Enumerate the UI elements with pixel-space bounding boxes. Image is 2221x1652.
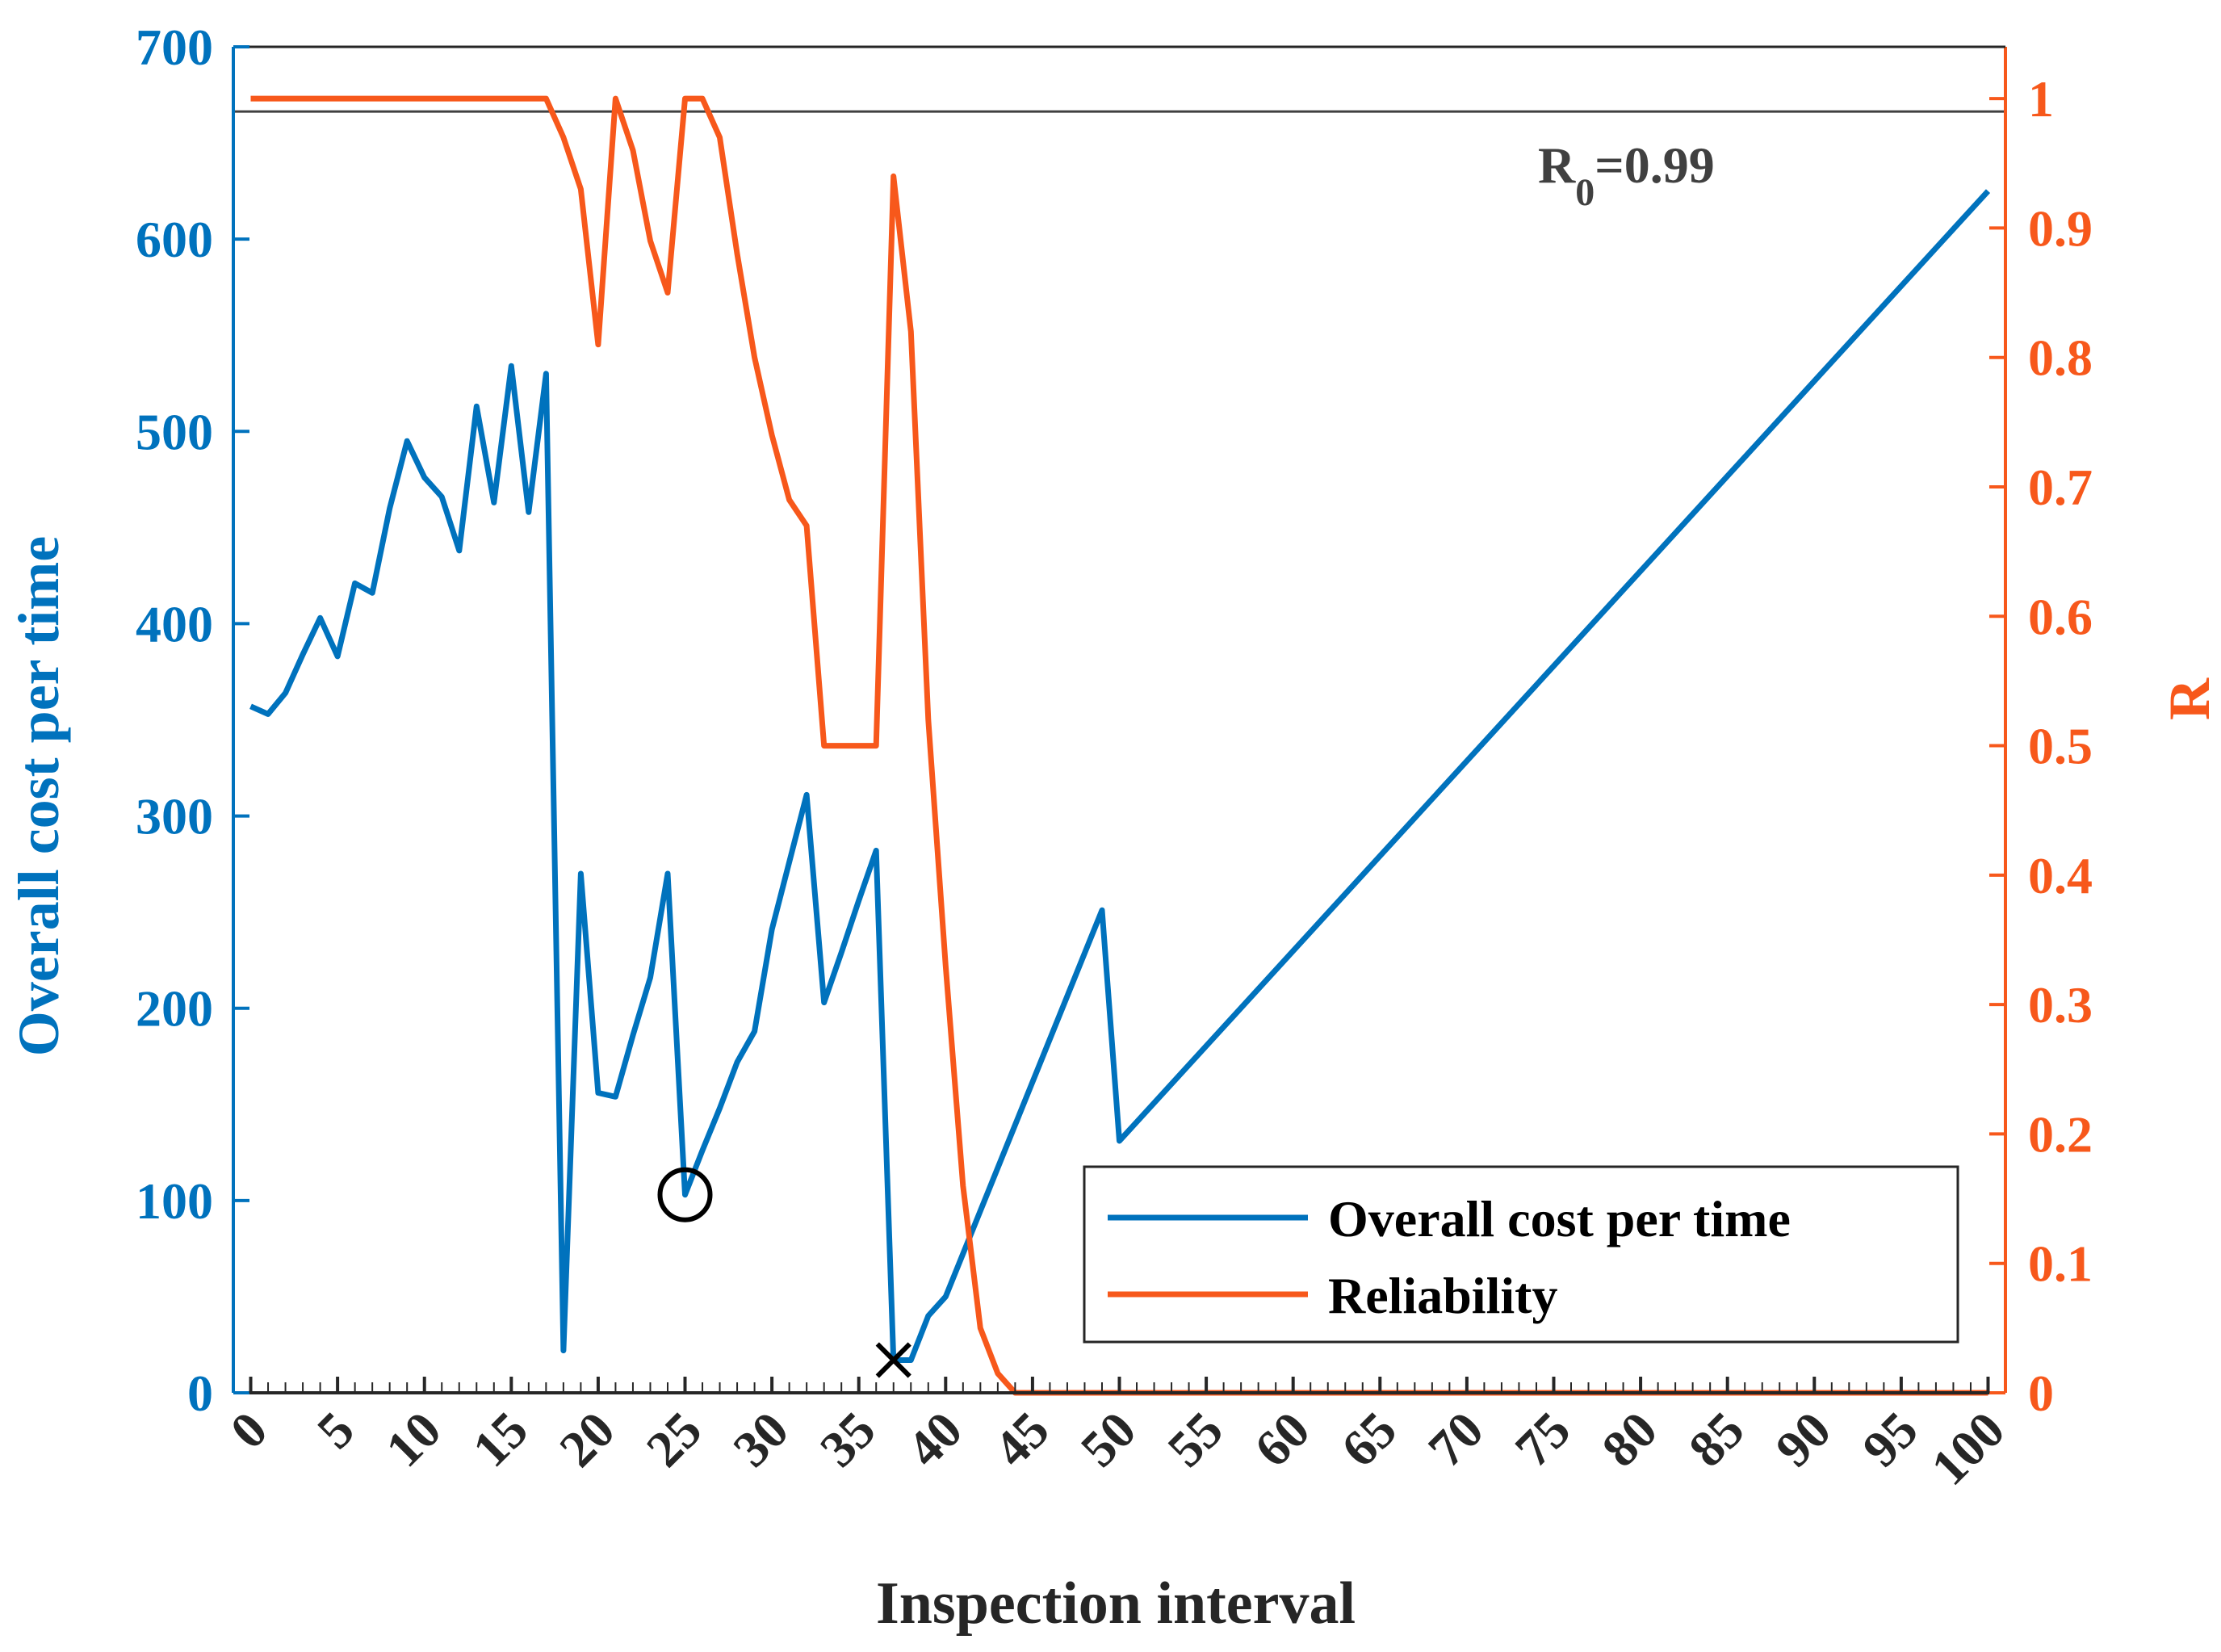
y-axis-left-label: Overall cost per time [6, 536, 71, 1056]
y-left-tick-label: 100 [136, 1172, 213, 1230]
y-left-tick-label: 200 [136, 980, 213, 1038]
reference-label-main: R [1538, 136, 1576, 194]
y-left-tick-label: 500 [136, 403, 213, 460]
x-tick-label: 20 [548, 1401, 625, 1478]
x-tick-label: 60 [1243, 1401, 1320, 1478]
x-tick-label: 5 [306, 1401, 365, 1460]
series-line-overall-cost [249, 189, 1991, 1363]
marker-cross [875, 1342, 911, 1378]
x-tick-label: 90 [1765, 1401, 1842, 1478]
y-left-tick-label: 700 [136, 19, 213, 76]
y-left-tick-label: 400 [136, 595, 213, 652]
markers-group [657, 1167, 911, 1378]
x-tick-label: 70 [1417, 1401, 1494, 1478]
svg-text:R0=0.99: R0=0.99 [1538, 136, 1715, 214]
x-tick-label: 45 [983, 1401, 1059, 1478]
y-left-tick-label: 0 [187, 1365, 213, 1422]
x-axis-label: Inspection interval [876, 1570, 1356, 1637]
y-right-tick-label: 0.4 [2028, 847, 2093, 904]
y-left-tick-label: 600 [136, 211, 213, 268]
y-right-tick-label: 0.7 [2028, 459, 2093, 516]
x-tick-label: 10 [375, 1401, 451, 1478]
x-tick-label: 100 [1920, 1401, 2015, 1496]
x-tick-label: 95 [1851, 1401, 1928, 1478]
x-tick-label: 35 [809, 1401, 886, 1478]
x-tick-label: 80 [1591, 1401, 1668, 1478]
x-tick-label: 0 [220, 1401, 279, 1460]
legend-label-reliability: Reliability [1328, 1267, 1557, 1324]
x-tick-label: 75 [1504, 1401, 1581, 1478]
marker-cross-stroke [875, 1342, 911, 1378]
x-tick-label: 15 [462, 1401, 538, 1478]
legend-label-cost: Overall cost per time [1328, 1190, 1791, 1247]
y-right-tick-label: 0.3 [2028, 976, 2093, 1034]
y-left-tick-label: 300 [136, 788, 213, 845]
x-tick-label: 30 [723, 1401, 799, 1478]
y-right-tick-label: 0.9 [2028, 199, 2093, 257]
x-tick-label: 50 [1070, 1401, 1146, 1478]
reference-label-value: =0.99 [1595, 136, 1714, 194]
x-tick-label: 65 [1331, 1401, 1407, 1478]
y-right-tick-label: 0.1 [2028, 1235, 2093, 1293]
reference-label-sub: 0 [1575, 171, 1595, 214]
y-right-tick-label: 0.2 [2028, 1105, 2093, 1163]
y-right-tick-label: 0.6 [2028, 588, 2093, 645]
marker-circle [657, 1167, 713, 1222]
legend-box [1083, 1165, 1959, 1344]
y-axis-right-label: R [2157, 677, 2221, 720]
legend: Overall cost per time Reliability [1083, 1165, 1959, 1344]
x-tick-label: 25 [635, 1401, 712, 1478]
x-tick-label: 85 [1678, 1401, 1754, 1478]
y-right-tick-label: 0 [2028, 1365, 2054, 1422]
reference-line-label: R0=0.99 [1538, 136, 1715, 214]
x-tick-label: 40 [896, 1401, 973, 1478]
y-right-tick-label: 1 [2028, 70, 2054, 128]
y-right-tick-label: 0.5 [2028, 718, 2093, 775]
x-tick-label: 55 [1157, 1401, 1234, 1478]
y-right-tick-label: 0.8 [2028, 329, 2093, 387]
